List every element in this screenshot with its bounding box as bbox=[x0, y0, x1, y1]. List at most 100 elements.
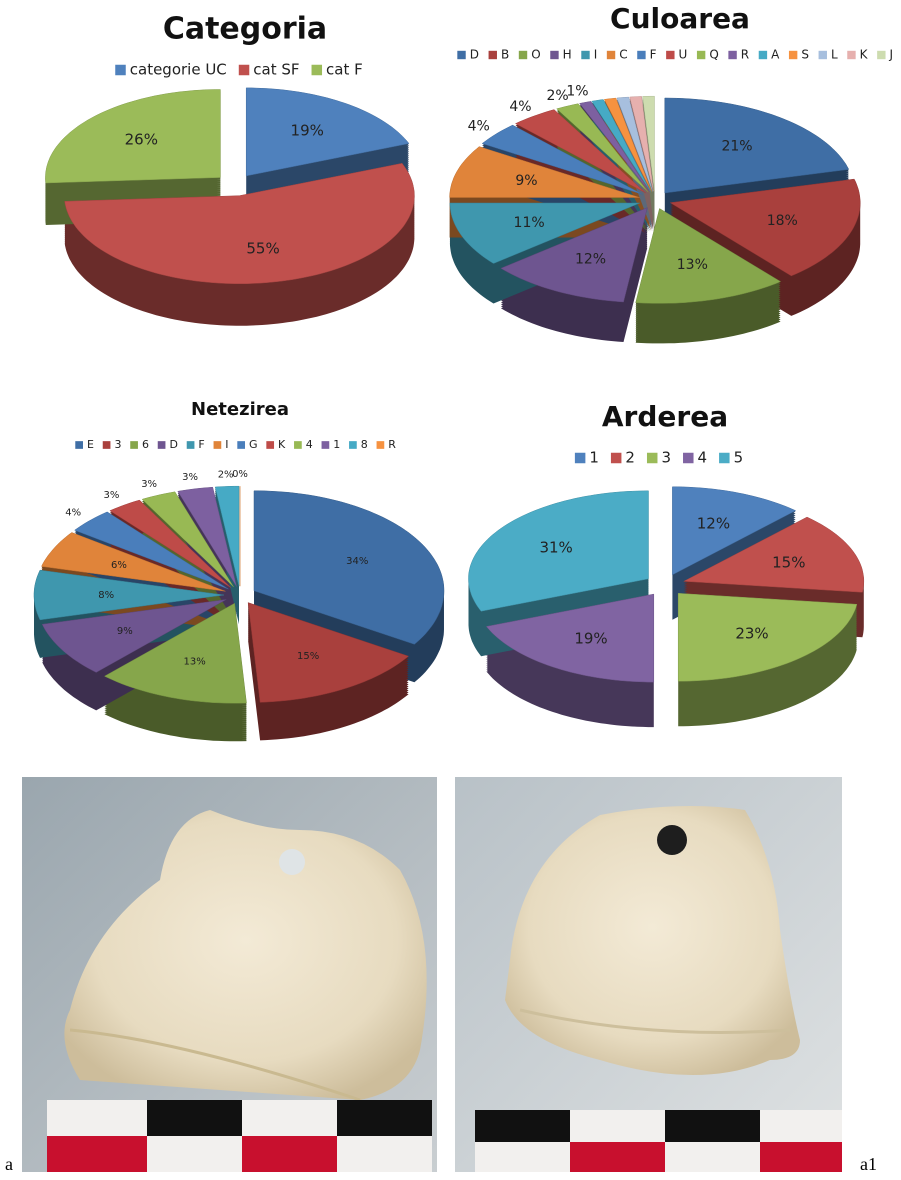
value-label: 19% bbox=[574, 630, 607, 648]
legend-swatch bbox=[606, 50, 616, 60]
pie-slice bbox=[514, 109, 646, 194]
legend-label: 4 bbox=[306, 438, 313, 451]
pie-slice bbox=[677, 593, 858, 682]
chart-title: Arderea bbox=[602, 400, 728, 433]
legend-label: F bbox=[198, 438, 204, 451]
pie-slice bbox=[579, 101, 650, 192]
legend-label: 3 bbox=[114, 438, 121, 451]
legend-swatch bbox=[683, 452, 694, 464]
legend-label: cat SF bbox=[253, 61, 299, 79]
pie-slice bbox=[141, 491, 234, 588]
value-label: 9% bbox=[515, 173, 537, 189]
legend-label: 8 bbox=[361, 438, 368, 451]
value-label: 3% bbox=[141, 479, 157, 490]
legend-swatch bbox=[186, 441, 195, 449]
legend-swatch bbox=[637, 50, 646, 60]
legend-label: 6 bbox=[142, 438, 149, 451]
legend-swatch bbox=[610, 452, 622, 464]
legend-swatch bbox=[213, 441, 222, 449]
pie-slice bbox=[247, 602, 410, 703]
scale-bar bbox=[47, 1100, 432, 1172]
legend-label: R bbox=[388, 438, 396, 451]
pie-slice bbox=[214, 485, 240, 587]
legend-swatch bbox=[758, 50, 768, 60]
pie-slice bbox=[669, 178, 861, 277]
legend-swatch bbox=[581, 50, 590, 60]
legend-label: R bbox=[741, 48, 749, 62]
value-label: 11% bbox=[514, 215, 545, 231]
legend-swatch bbox=[646, 452, 658, 464]
photo-label: a bbox=[5, 1154, 13, 1174]
legend-swatch bbox=[75, 441, 83, 449]
value-label: 34% bbox=[346, 556, 368, 567]
shell-edge bbox=[519, 1008, 791, 1034]
legend-swatch bbox=[237, 441, 246, 449]
pie-slice bbox=[556, 103, 649, 193]
value-label: 15% bbox=[297, 651, 319, 662]
legend-label: K bbox=[860, 48, 869, 62]
value-label: 12% bbox=[697, 515, 730, 533]
shell bbox=[64, 810, 427, 1100]
pie-slice bbox=[449, 202, 640, 264]
chart-title: Culoarea bbox=[610, 2, 750, 35]
pie-slice bbox=[591, 99, 651, 192]
legend-swatch bbox=[115, 64, 126, 76]
legend-swatch bbox=[157, 441, 166, 449]
pie-slice bbox=[41, 599, 227, 673]
legend-swatch bbox=[349, 441, 357, 449]
pie-slice bbox=[45, 89, 221, 184]
legend-swatch bbox=[788, 50, 798, 60]
legend-label: cat F bbox=[326, 61, 363, 79]
photo-label: a1 bbox=[860, 1154, 877, 1174]
shell-hole bbox=[657, 825, 687, 855]
pie-slice bbox=[64, 163, 415, 284]
value-label: 6% bbox=[111, 560, 127, 571]
chart-title: Netezirea bbox=[191, 399, 289, 420]
pie-slice bbox=[682, 516, 865, 593]
legend-swatch bbox=[311, 64, 323, 76]
photo bbox=[455, 777, 842, 1172]
value-label: 12% bbox=[575, 251, 606, 267]
pie-slice bbox=[635, 208, 782, 304]
legend-label: F bbox=[650, 48, 657, 62]
value-label: 2% bbox=[218, 469, 234, 480]
legend-label: B bbox=[501, 48, 509, 62]
value-label: 8% bbox=[98, 590, 114, 601]
value-label: 0% bbox=[232, 469, 248, 480]
pie-slice bbox=[603, 97, 652, 192]
value-label: 15% bbox=[772, 553, 805, 571]
value-label: 2% bbox=[546, 88, 568, 104]
value-label: 19% bbox=[291, 121, 324, 139]
pie-slice bbox=[672, 486, 797, 576]
legend-label: 4 bbox=[698, 449, 708, 467]
shell-edge bbox=[69, 1028, 361, 1102]
legend-label: O bbox=[531, 48, 540, 62]
legend-swatch bbox=[847, 50, 856, 60]
legend-label: categorie UC bbox=[130, 61, 227, 79]
legend-label: I bbox=[225, 438, 228, 451]
legend-label: I bbox=[594, 48, 598, 62]
pie-slice bbox=[33, 569, 225, 621]
legend-label: S bbox=[801, 48, 809, 62]
legend-label: 2 bbox=[625, 449, 635, 467]
legend-label: E bbox=[87, 438, 94, 451]
legend-swatch bbox=[457, 50, 466, 60]
legend-label: J bbox=[889, 48, 894, 62]
value-label: 31% bbox=[539, 539, 572, 557]
value-label: 4% bbox=[509, 99, 531, 115]
legend-label: A bbox=[771, 48, 780, 62]
value-label: 4% bbox=[65, 507, 81, 518]
value-label: 3% bbox=[182, 472, 198, 483]
value-label: 13% bbox=[184, 657, 206, 668]
pie-slice bbox=[41, 532, 226, 592]
legend-label: 5 bbox=[734, 449, 744, 467]
legend-label: C bbox=[619, 48, 627, 62]
legend-label: 1 bbox=[589, 449, 599, 467]
pie-slice bbox=[177, 486, 237, 587]
legend-label: D bbox=[169, 438, 177, 451]
legend-swatch bbox=[818, 50, 827, 60]
pie-slice bbox=[74, 511, 229, 590]
legend-swatch bbox=[550, 50, 559, 60]
legend-swatch bbox=[719, 452, 730, 464]
value-label: 3% bbox=[103, 490, 119, 501]
